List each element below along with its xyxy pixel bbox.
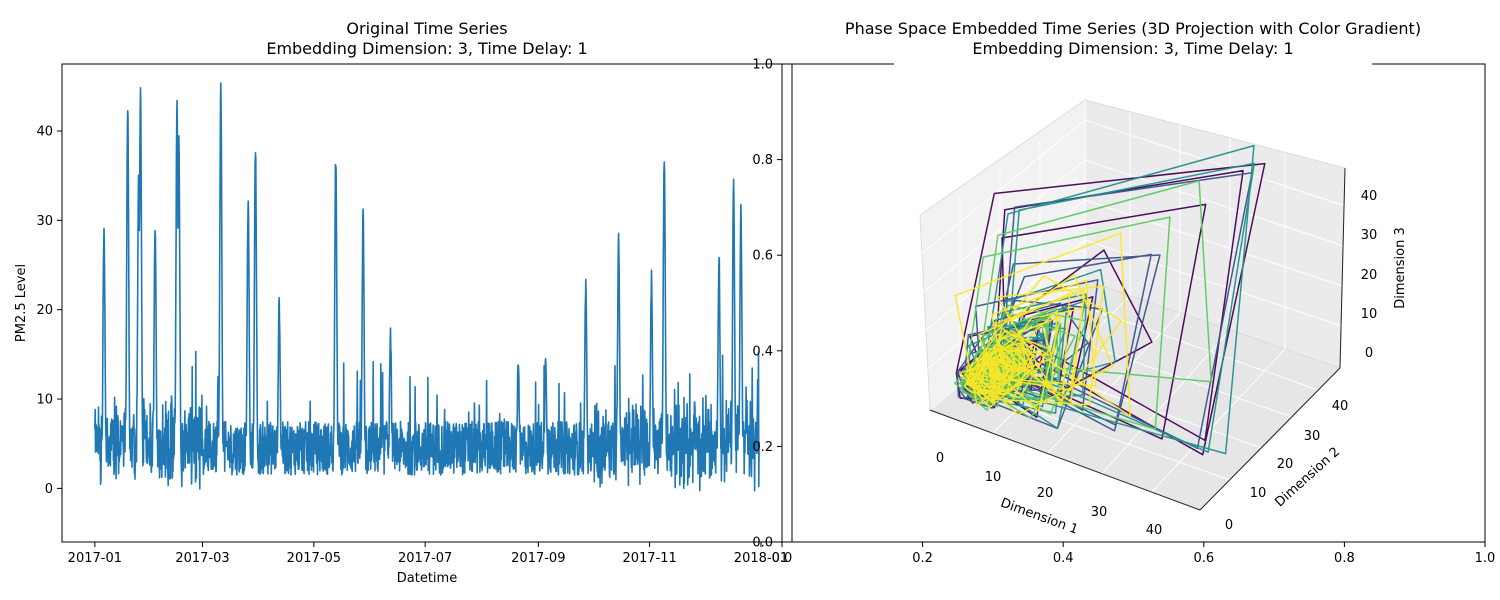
grid-line	[1059, 297, 1319, 391]
chart2-subtitle: Embedding Dimension: 3, Time Delay: 1	[972, 39, 1293, 58]
y-tick-label: 30	[36, 214, 53, 229]
chart1-y-label: PM2.5 Level	[14, 264, 29, 342]
dim3-tick-label: 10	[1361, 307, 1378, 322]
chart1-title: Original Time Series	[346, 19, 507, 38]
dim1-tick-label: 0	[936, 451, 944, 466]
y-tick-label: 40	[36, 125, 53, 140]
chart2-z-label: Dimension 3	[1393, 227, 1408, 309]
chart2-frame-gap	[894, 62, 1372, 66]
frame-y-tick-label: 0.6	[752, 249, 773, 264]
grid-line	[1099, 329, 1231, 477]
grid-line	[1084, 159, 1345, 247]
axis-line-x	[929, 409, 1201, 511]
trajectory-segment	[954, 232, 1131, 418]
dim2-tick-label: 30	[1304, 429, 1321, 444]
dim2-tick-label: 40	[1332, 399, 1349, 414]
frame-y-tick-label: 0.8	[752, 153, 773, 168]
grid-line	[1149, 348, 1286, 495]
chart2-3d-axes: 0 10 20 30 40 0 10 20 30 40 0 10 20 30 40	[919, 99, 1377, 538]
chart2-3d-ticks: 0 10 20 30 40 0 10 20 30 40 0 10 20 30 40	[936, 189, 1377, 538]
frame-x-tick-label: 1.0	[1475, 551, 1496, 566]
dim2-tick-label: 0	[1225, 518, 1233, 533]
frame-y-tick-label: 1.0	[752, 58, 773, 73]
x-tick-label: 2017-03	[175, 551, 229, 566]
y-tick-label: 0	[45, 482, 53, 497]
chart1-plot-frame	[61, 63, 793, 543]
dim1-tick-label: 10	[985, 470, 1002, 485]
chart2-frame-axes: 0.0 0.2 0.4 0.6 0.8 1.0 0.0 0.2 0.4 0.6 0.8 1.0	[752, 58, 1495, 567]
time-series-chart: Original Time Series Embedding Dimension…	[14, 19, 793, 586]
dim3-tick-label: 0	[1365, 346, 1373, 361]
grid-line	[1084, 239, 1343, 327]
grid-line	[1084, 199, 1344, 287]
grid-line	[919, 119, 1086, 256]
phase-space-chart: Phase Space Embedded Time Series (3D Pro…	[752, 19, 1495, 566]
x-tick-label: 2017-01	[68, 551, 122, 566]
grid-line	[919, 239, 1086, 376]
y-tick-label: 10	[36, 393, 53, 408]
frame-x-tick-label: 0.6	[1193, 551, 1214, 566]
frame-x-tick-label: 0.8	[1334, 551, 1355, 566]
axis-line-y	[1199, 367, 1341, 511]
x-tick-label: 2017-09	[511, 551, 565, 566]
dim1-tick-label: 30	[1091, 505, 1108, 520]
chart2-title: Phase Space Embedded Time Series (3D Pro…	[845, 19, 1421, 38]
x-tick-label: 2017-11	[622, 551, 676, 566]
x-tick-label: 2017-07	[398, 551, 452, 566]
grid-line	[994, 354, 1263, 449]
dim1-tick-label: 40	[1146, 523, 1163, 538]
pm25-series-line	[94, 82, 760, 492]
frame-x-tick-label: 0.4	[1053, 551, 1074, 566]
chart1-subtitle: Embedding Dimension: 3, Time Delay: 1	[266, 39, 587, 58]
y-tick-label: 20	[36, 303, 53, 318]
dim2-tick-label: 20	[1277, 457, 1294, 472]
chart1-y-axis: 0 10 20 30 40	[36, 125, 62, 497]
frame-x-tick-label: 0.2	[912, 551, 933, 566]
chart1-x-label: Datetime	[397, 571, 457, 586]
chart2-y-label: Dimension 2	[1272, 445, 1343, 511]
grid-line	[1044, 312, 1181, 457]
axis-line-z	[1339, 167, 1346, 369]
dim3-tick-label: 40	[1361, 189, 1378, 204]
chart1-x-axis: 2017-01 2017-03 2017-05 2017-07 2017-09 2017-…	[68, 542, 788, 566]
frame-y-tick-label: 0.0	[752, 536, 773, 551]
dim3-tick-label: 30	[1361, 228, 1378, 243]
grid-line	[919, 159, 1086, 296]
chart2-x-label: Dimension 1	[998, 496, 1080, 538]
x-tick-label: 2018-01	[734, 551, 788, 566]
dim1-tick-label: 20	[1037, 486, 1054, 501]
phase-space-trajectory	[954, 144, 1266, 456]
grid-line	[1084, 119, 1346, 207]
frame-x-tick-label: 0.0	[772, 551, 793, 566]
dim2-tick-label: 10	[1250, 486, 1267, 501]
frame-y-tick-label: 0.4	[752, 344, 773, 359]
x-tick-label: 2017-05	[287, 551, 341, 566]
frame-y-tick-label: 0.2	[752, 440, 773, 455]
dim3-tick-label: 20	[1361, 268, 1378, 283]
